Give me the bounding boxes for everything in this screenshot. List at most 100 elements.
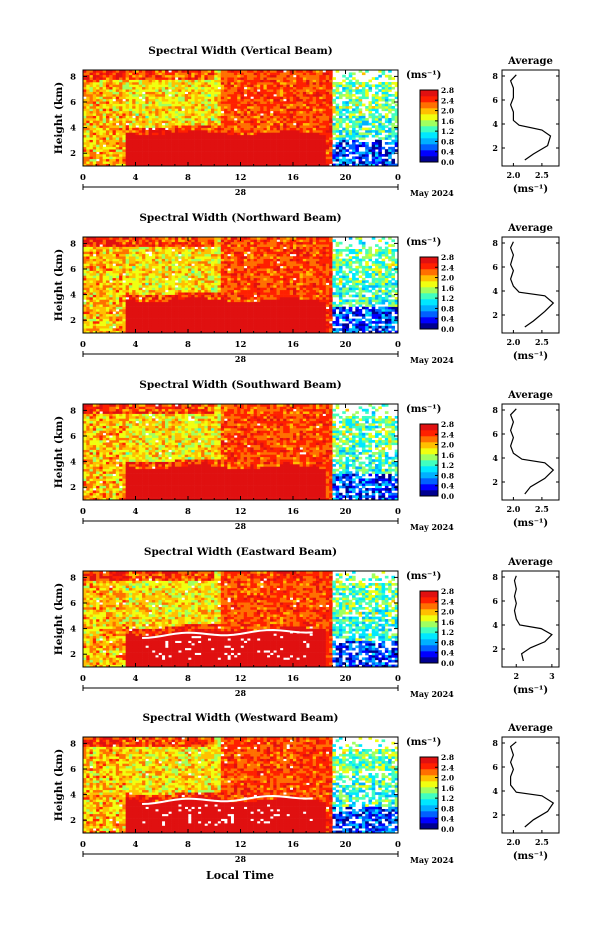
heatmap-cell	[126, 283, 130, 286]
heatmap-cell	[309, 101, 313, 104]
heatmap-cell	[191, 130, 195, 133]
heatmap-cell	[244, 135, 248, 138]
heatmap-cell	[145, 120, 149, 123]
heatmap-cell	[145, 297, 149, 300]
heatmap-cell	[375, 140, 379, 143]
heatmap-cell	[152, 140, 156, 143]
heatmap-cell	[155, 280, 159, 283]
heatmap-cell	[172, 259, 176, 262]
heatmap-cell	[168, 280, 172, 283]
heatmap-cell	[218, 154, 222, 157]
heatmap-cell	[336, 137, 340, 140]
heatmap-cell	[152, 159, 156, 162]
heatmap-cell	[158, 319, 162, 322]
heatmap-cell	[93, 104, 97, 107]
heatmap-cell	[247, 154, 251, 157]
heatmap-cell	[388, 154, 392, 157]
heatmap-cell	[303, 120, 307, 123]
heatmap-cell	[142, 135, 146, 138]
heatmap-cell	[96, 292, 100, 295]
heatmap-cell	[339, 125, 343, 128]
heatmap-cell	[273, 128, 277, 131]
heatmap-cell	[270, 120, 274, 123]
heatmap-cell	[152, 82, 156, 85]
heatmap-cell	[113, 87, 117, 90]
heatmap-cell	[119, 295, 123, 298]
heatmap-cell	[188, 321, 192, 324]
heatmap-cell	[346, 104, 350, 107]
heatmap-cell	[257, 87, 261, 90]
heatmap-cell	[119, 239, 123, 242]
heatmap-cell	[152, 292, 156, 295]
heatmap-cell	[96, 302, 100, 305]
heatmap-cell	[296, 140, 300, 143]
heatmap-cell	[270, 149, 274, 152]
heatmap-cell	[155, 108, 159, 111]
heatmap-cell	[362, 82, 366, 85]
heatmap-cell	[116, 140, 120, 143]
heatmap-cell	[306, 87, 310, 90]
heatmap-cell	[250, 140, 254, 143]
heatmap-cell	[300, 152, 304, 155]
heatmap-cell	[211, 116, 215, 119]
heatmap-cell	[172, 275, 176, 278]
heatmap-cell	[96, 326, 100, 329]
heatmap-cell	[257, 92, 261, 95]
heatmap-cell	[352, 159, 356, 162]
heatmap-cell	[106, 278, 110, 281]
heatmap-cell	[227, 106, 231, 109]
heatmap-cell	[126, 87, 130, 90]
heatmap-cell	[332, 94, 336, 97]
heatmap-cell	[303, 87, 307, 90]
heatmap-cell	[385, 161, 389, 164]
heatmap-cell	[113, 140, 117, 143]
heatmap-cell	[339, 84, 343, 87]
heatmap-cell	[260, 82, 264, 85]
heatmap-cell	[257, 132, 261, 135]
heatmap-cell	[106, 87, 110, 90]
heatmap-cell	[126, 271, 130, 274]
heatmap-cell	[365, 82, 369, 85]
heatmap-cell	[257, 156, 261, 159]
heatmap-cell	[221, 106, 225, 109]
heatmap-cell	[142, 149, 146, 152]
heatmap-cell	[316, 135, 320, 138]
heatmap-cell	[323, 116, 327, 119]
heatmap-cell	[188, 116, 192, 119]
heatmap-cell	[168, 244, 172, 247]
heatmap-cell	[254, 108, 258, 111]
heatmap-cell	[260, 72, 264, 75]
heatmap-cell	[90, 92, 94, 95]
heatmap-cell	[260, 116, 264, 119]
heatmap-cell	[129, 125, 133, 128]
heatmap-cell	[263, 142, 267, 145]
heatmap-cell	[201, 106, 205, 109]
heatmap-cell	[172, 125, 176, 128]
heatmap-cell	[241, 77, 245, 80]
heatmap-cell	[165, 84, 169, 87]
heatmap-cell	[106, 104, 110, 107]
heatmap-cell	[168, 326, 172, 329]
heatmap-cell	[382, 94, 386, 97]
heatmap-cell	[375, 92, 379, 95]
heatmap-cell	[283, 147, 287, 150]
heatmap-cell	[136, 130, 140, 133]
heatmap-cell	[168, 304, 172, 307]
heatmap-cell	[359, 120, 363, 123]
heatmap-cell	[185, 304, 189, 307]
heatmap-cell	[178, 295, 182, 298]
heatmap-cell	[145, 244, 149, 247]
heatmap-cell	[241, 104, 245, 107]
heatmap-cell	[122, 125, 126, 128]
heatmap-cell	[346, 111, 350, 114]
heatmap-cell	[113, 84, 117, 87]
heatmap-cell	[273, 161, 277, 164]
heatmap-cell	[93, 80, 97, 83]
heatmap-cell	[86, 280, 90, 283]
heatmap-cell	[244, 161, 248, 164]
heatmap-cell	[191, 156, 195, 159]
month-label: May 2024	[410, 188, 454, 198]
heatmap-cell	[388, 111, 392, 114]
heatmap-cell	[254, 130, 258, 133]
heatmap-cell	[172, 280, 176, 283]
